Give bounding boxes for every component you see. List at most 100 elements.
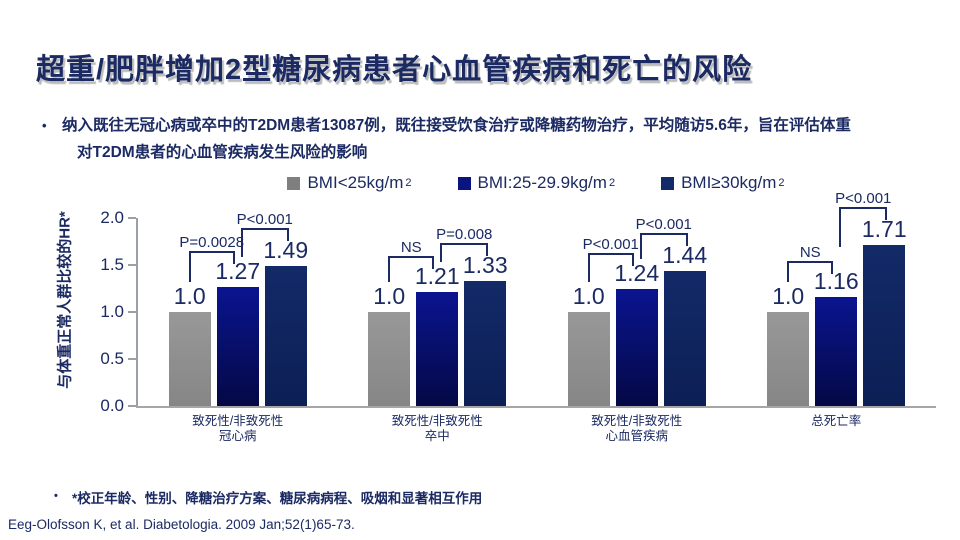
footnote-text: *校正年龄、性别、降糖治疗方案、糖尿病病程、吸烟和显著相互作用 bbox=[72, 491, 483, 506]
bullet-icon: • bbox=[42, 118, 47, 133]
significance-bracket-left-leg bbox=[639, 235, 642, 259]
significance-bracket-line bbox=[787, 261, 834, 263]
p-value-label: NS bbox=[799, 244, 821, 261]
study-description-line1: 纳入既往无冠心病或卒中的T2DM患者13087例，既往接受饮食治疗或降糖药物治疗… bbox=[62, 117, 851, 134]
legend-swatch-gray-icon bbox=[287, 176, 301, 190]
footnote: • *校正年龄、性别、降糖治疗方案、糖尿病病程、吸烟和显著相互作用 bbox=[54, 487, 482, 507]
significance-bracket-right-leg bbox=[432, 258, 435, 269]
value-label: 1.21 bbox=[414, 263, 460, 289]
legend-swatch-navy-icon bbox=[457, 176, 471, 190]
significance-bracket-left-leg bbox=[440, 245, 443, 262]
bar-BMI:25-29.9kg/m2 bbox=[615, 289, 658, 406]
category-label-line: 致死性/非致死性 bbox=[192, 414, 284, 428]
p-value-label: P=0.0028 bbox=[179, 234, 245, 251]
value-label: 1.49 bbox=[263, 237, 309, 263]
bar-BMI≥30kg/m2 bbox=[663, 271, 706, 406]
y-tick-label: 1.5 bbox=[100, 255, 124, 274]
bar-group: 1.0 1.21 1.33 NS P=0.008 致死性/非致死性 卒中 bbox=[368, 218, 508, 443]
value-label: 1.0 bbox=[173, 283, 206, 309]
bar-BMI<25kg/m2 bbox=[567, 312, 610, 406]
study-description-text: 纳入既往无冠心病或卒中的T2DM患者13087例，既往接受饮食治疗或降糖药物治疗… bbox=[62, 112, 851, 166]
y-tick-label: 0.5 bbox=[100, 349, 124, 368]
category-label-line: 卒中 bbox=[424, 429, 450, 443]
value-label: 1.0 bbox=[373, 283, 406, 309]
category-label-line: 心血管疾病 bbox=[605, 429, 668, 443]
bar-BMI≥30kg/m2 bbox=[264, 266, 307, 406]
p-value-label: P<0.001 bbox=[835, 190, 892, 207]
significance-bracket-left-leg bbox=[787, 263, 790, 282]
bar-BMI≥30kg/m2 bbox=[464, 281, 507, 406]
bar-BMI<25kg/m2 bbox=[368, 312, 411, 406]
bar-group: 1.0 1.16 1.71 NS P<0.001 总死亡率 bbox=[767, 190, 907, 428]
citation: Eeg-Olofsson K, et al. Diabetologia. 200… bbox=[8, 517, 355, 532]
bar-BMI:25-29.9kg/m2 bbox=[216, 287, 259, 406]
significance-bracket-left-leg bbox=[388, 258, 391, 282]
category-label: 总死亡率 bbox=[736, 414, 936, 429]
significance-bracket-right-leg bbox=[286, 230, 289, 241]
p-value-label: P=0.008 bbox=[436, 226, 493, 243]
significance-bracket-line bbox=[587, 253, 634, 255]
category-label: 致死性/非致死性 冠心病 bbox=[138, 414, 338, 444]
bar-chart: 1.0 1.27 1.49 P=0.0028 P<0.001 致死性/非致死性 冠心病 1.0… bbox=[100, 190, 936, 443]
y-tick-mark bbox=[128, 217, 136, 219]
x-axis-line bbox=[136, 406, 936, 408]
significance-bracket-line bbox=[240, 228, 289, 230]
significance-bracket-right-leg bbox=[885, 209, 888, 220]
value-label: 1.0 bbox=[572, 283, 605, 309]
bar-groups: 1.0 1.27 1.49 P=0.0028 P<0.001 致死性/非致死性 冠心病 1.0… bbox=[138, 190, 936, 443]
category-label-line: 冠心病 bbox=[218, 429, 257, 443]
y-tick-mark bbox=[128, 264, 136, 266]
legend-superscript: 2 bbox=[405, 177, 412, 189]
significance-bracket-line bbox=[440, 243, 489, 245]
value-label: 1.71 bbox=[861, 216, 907, 242]
y-tick-label: 0.0 bbox=[100, 396, 124, 415]
legend-superscript: 2 bbox=[778, 177, 785, 189]
category-label-line: 总死亡率 bbox=[811, 414, 862, 428]
value-label: 1.16 bbox=[813, 268, 859, 294]
bar-BMI:25-29.9kg/m2 bbox=[815, 297, 858, 406]
p-value-label: P<0.001 bbox=[582, 236, 639, 253]
value-label: 1.44 bbox=[662, 242, 708, 268]
category-label: 致死性/非致死性 卒中 bbox=[337, 414, 537, 444]
significance-bracket-line bbox=[388, 256, 435, 258]
legend-item-bmi-over-30: BMI≥30kg/m 2 bbox=[661, 173, 785, 193]
legend-label: BMI≥30kg/m bbox=[681, 173, 777, 192]
bar-BMI≥30kg/m2 bbox=[863, 245, 906, 406]
significance-bracket-left-leg bbox=[587, 255, 590, 282]
significance-bracket-right-leg bbox=[486, 245, 489, 256]
y-axis-line bbox=[136, 218, 138, 406]
category-label-line: 致死性/非致死性 bbox=[591, 414, 683, 428]
bar-BMI<25kg/m2 bbox=[767, 312, 810, 406]
bar-group: 1.0 1.27 1.49 P=0.0028 P<0.001 致死性/非致死性 冠心病 bbox=[168, 211, 308, 443]
study-description: • 纳入既往无冠心病或卒中的T2DM患者13087例，既往接受饮食治疗或降糖药物… bbox=[42, 112, 932, 166]
p-value-label: P<0.001 bbox=[236, 211, 293, 228]
value-label: 1.0 bbox=[772, 283, 805, 309]
legend-label: BMI:25-29.9kg/m bbox=[477, 173, 607, 192]
y-tick-mark bbox=[128, 311, 136, 313]
category-label: 致死性/非致死性 心血管疾病 bbox=[537, 414, 737, 444]
significance-bracket-left-leg bbox=[188, 253, 191, 282]
legend-label: BMI<25kg/m bbox=[307, 173, 404, 192]
p-value-label: P<0.001 bbox=[635, 216, 692, 233]
value-label: 1.27 bbox=[215, 258, 261, 284]
study-description-line2: 对T2DM患者的心血管疾病发生风险的影响 bbox=[77, 144, 368, 161]
y-axis-title: 与体重正常人群比较的HR* bbox=[56, 211, 74, 389]
value-label: 1.33 bbox=[462, 252, 508, 278]
slide-title: 超重/肥胖增加2型糖尿病患者心血管疾病和死亡的风险 bbox=[36, 54, 753, 86]
y-tick-label: 2.0 bbox=[100, 208, 124, 227]
bar-BMI<25kg/m2 bbox=[168, 312, 211, 406]
significance-bracket-right-leg bbox=[685, 235, 688, 246]
legend-item-bmi-under-25: BMI<25kg/m 2 bbox=[287, 173, 412, 193]
p-value-label: NS bbox=[400, 239, 422, 256]
significance-bracket-line bbox=[188, 251, 235, 253]
significance-bracket-right-leg bbox=[232, 253, 235, 264]
category-label-line: 致死性/非致死性 bbox=[391, 414, 483, 428]
bar-BMI:25-29.9kg/m2 bbox=[416, 292, 459, 406]
significance-bracket-line bbox=[839, 207, 888, 209]
bullet-icon: • bbox=[54, 490, 58, 502]
significance-bracket-right-leg bbox=[631, 255, 634, 266]
y-tick-mark bbox=[128, 405, 136, 407]
significance-bracket-right-leg bbox=[831, 263, 834, 274]
y-tick-label: 1.0 bbox=[100, 302, 124, 321]
